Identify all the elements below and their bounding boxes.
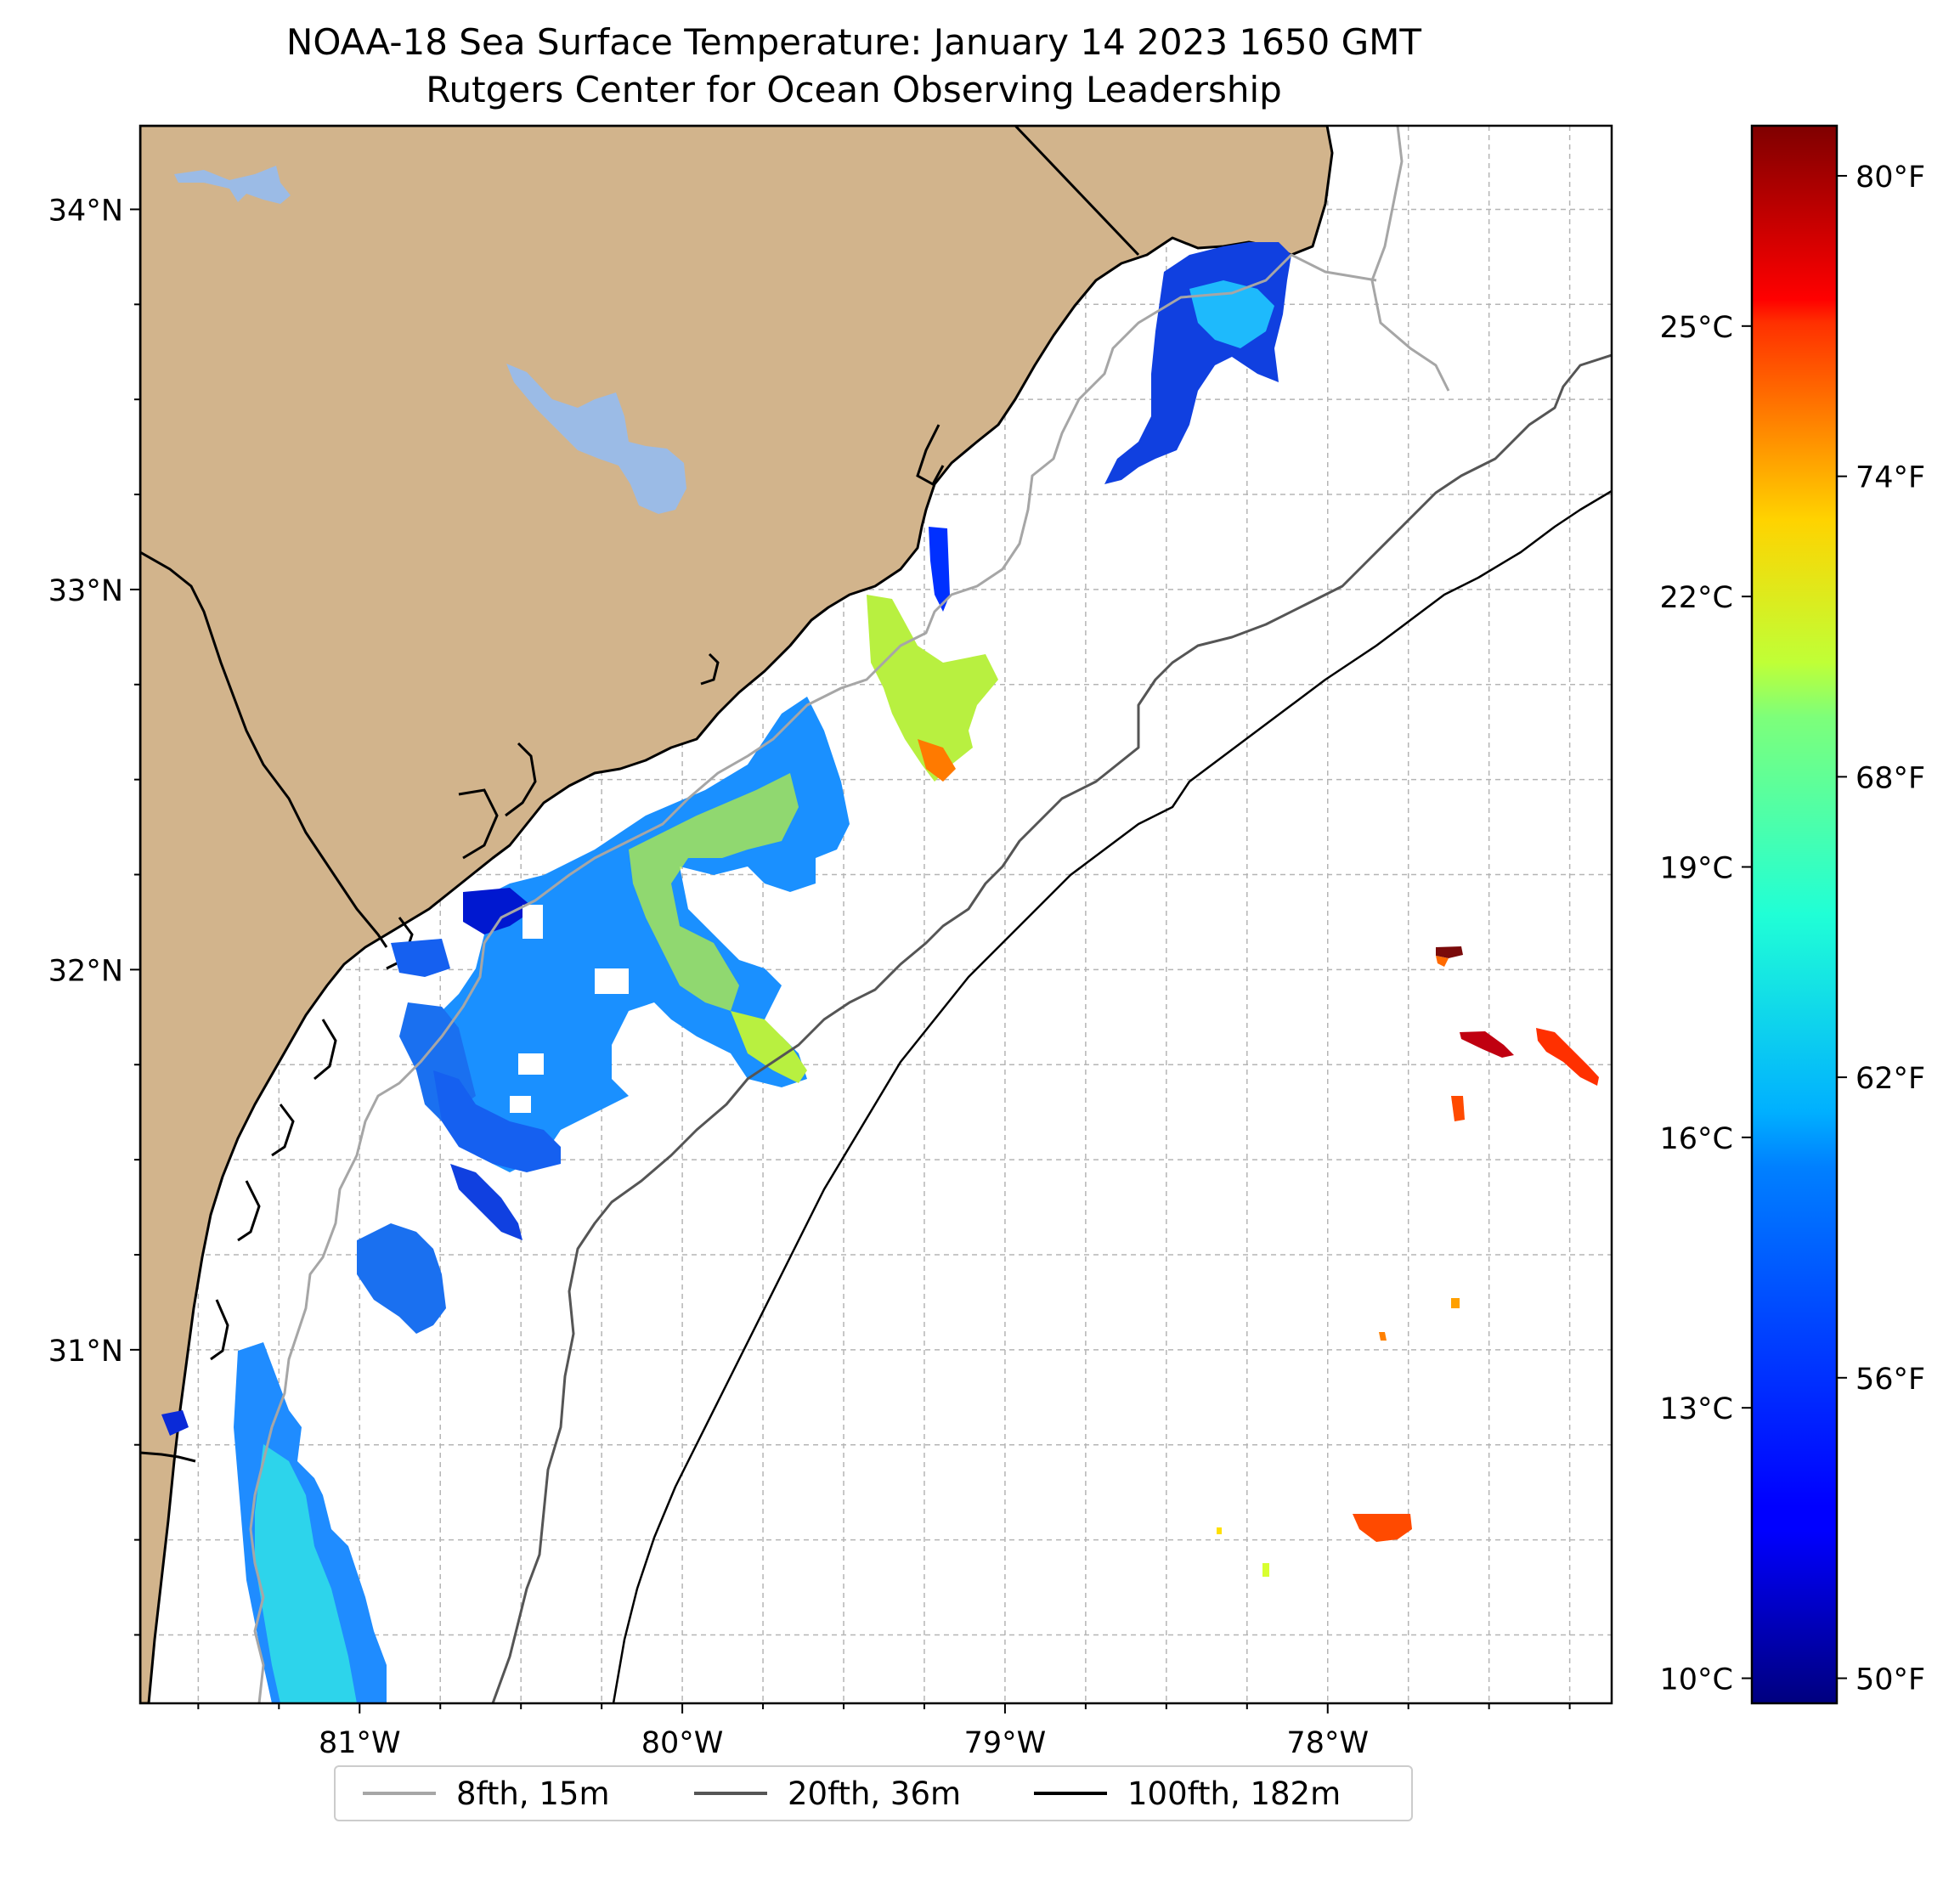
cbar-c-tick-label: 25°C [1660, 311, 1733, 345]
sst-patch [1451, 1096, 1465, 1121]
legend-line-8fth [363, 1792, 436, 1795]
sst-patch [1436, 946, 1463, 958]
cbar-f-tick-label: 56°F [1856, 1363, 1925, 1397]
cbar-c-tick-label: 13°C [1660, 1392, 1733, 1426]
isobath-legend: 8fth, 15m 20fth, 36m 100fth, 182m [334, 1765, 1413, 1821]
cbar-c-tick-label: 22°C [1660, 581, 1733, 615]
sst-patch [1451, 1298, 1460, 1308]
lake-hartwell [174, 166, 291, 204]
sst-patch [867, 595, 998, 782]
cloud-gap [510, 1096, 531, 1113]
sst-patch [391, 939, 450, 977]
sst-patch [463, 888, 535, 934]
sst-patch [1189, 280, 1274, 348]
cbar-c-tick-label: 10°C [1660, 1663, 1733, 1697]
land-mass [140, 126, 1334, 1703]
legend-item-100fth: 100fth, 182m [1034, 1767, 1341, 1820]
sst-patch [929, 527, 950, 612]
legend-line-20fth [694, 1792, 767, 1795]
cloud-gap [595, 968, 629, 994]
lat-tick-label: 32°N [48, 954, 123, 988]
isobath-8fth-15m [249, 126, 1450, 1703]
lon-tick-label: 78°W [1286, 1726, 1369, 1760]
cbar-c-tick-label: 19°C [1660, 851, 1733, 885]
cbar-f-tick-label: 68°F [1856, 761, 1925, 795]
lat-tick-label: 34°N [48, 194, 123, 228]
cbar-f-tick-label: 62°F [1856, 1062, 1925, 1096]
cbar-f-tick-label: 50°F [1856, 1663, 1925, 1697]
isobath-20fth-36m [491, 353, 1612, 1703]
cloud-gap [518, 1053, 544, 1075]
sst-patch [255, 1444, 357, 1703]
legend-label-8fth: 8fth, 15m [456, 1775, 610, 1812]
legend-item-20fth: 20fth, 36m [694, 1767, 961, 1820]
legend-label-20fth: 20fth, 36m [788, 1775, 962, 1812]
sst-patch [1217, 1527, 1222, 1534]
lon-tick-label: 81°W [319, 1726, 401, 1760]
sst-patch [1436, 956, 1449, 967]
map-title: NOAA-18 Sea Surface Temperature: January… [285, 21, 1422, 63]
lon-tick-label: 80°W [641, 1726, 724, 1760]
lat-tick-label: 33°N [48, 574, 123, 608]
isobath-100fth-182m [612, 489, 1612, 1703]
colorbar-ticks: 50°F 56°F 62°F 68°F 74°F 80°F 10°C 13°C 16°C 19°C… [1660, 161, 1926, 1697]
sst-patch [918, 739, 956, 782]
map-axis-ticks: 34°N 33°N 32°N 31°N 81°W 80°W 79°W 78°W [48, 194, 1571, 1760]
sst-patch [450, 1164, 522, 1240]
cbar-c-tick-label: 16°C [1660, 1122, 1733, 1156]
sst-patch [1353, 1514, 1412, 1542]
lake-marion [506, 364, 686, 514]
sst-patch [1262, 1563, 1269, 1577]
map-frame [138, 124, 1613, 1705]
lon-tick-label: 79°W [964, 1726, 1047, 1760]
legend-line-100fth [1034, 1792, 1107, 1795]
sst-data-layer [161, 242, 1599, 1703]
cbar-f-tick-label: 74°F [1856, 461, 1925, 495]
map-subtitle: Rutgers Center for Ocean Observing Leade… [426, 69, 1282, 110]
state-borders [140, 126, 1140, 1463]
lat-tick-label: 31°N [48, 1335, 123, 1369]
legend-label-100fth: 100fth, 182m [1127, 1775, 1341, 1812]
cbar-f-tick-label: 80°F [1856, 161, 1925, 195]
sst-patch [1460, 1031, 1514, 1058]
sst-patch [1379, 1332, 1387, 1341]
legend-item-8fth: 8fth, 15m [363, 1767, 610, 1820]
colorbar-gradient [1752, 126, 1837, 1703]
cloud-gap [697, 884, 748, 917]
sst-patch [629, 773, 799, 1011]
sst-patch [433, 1070, 561, 1172]
sst-patch [161, 1410, 189, 1436]
river-inlets [210, 424, 945, 1361]
sst-patch [731, 1011, 807, 1083]
colorbar-frame [1750, 124, 1839, 1705]
sst-patch [357, 1223, 446, 1334]
sst-patch [1536, 1028, 1599, 1086]
cloud-gap [522, 905, 543, 939]
